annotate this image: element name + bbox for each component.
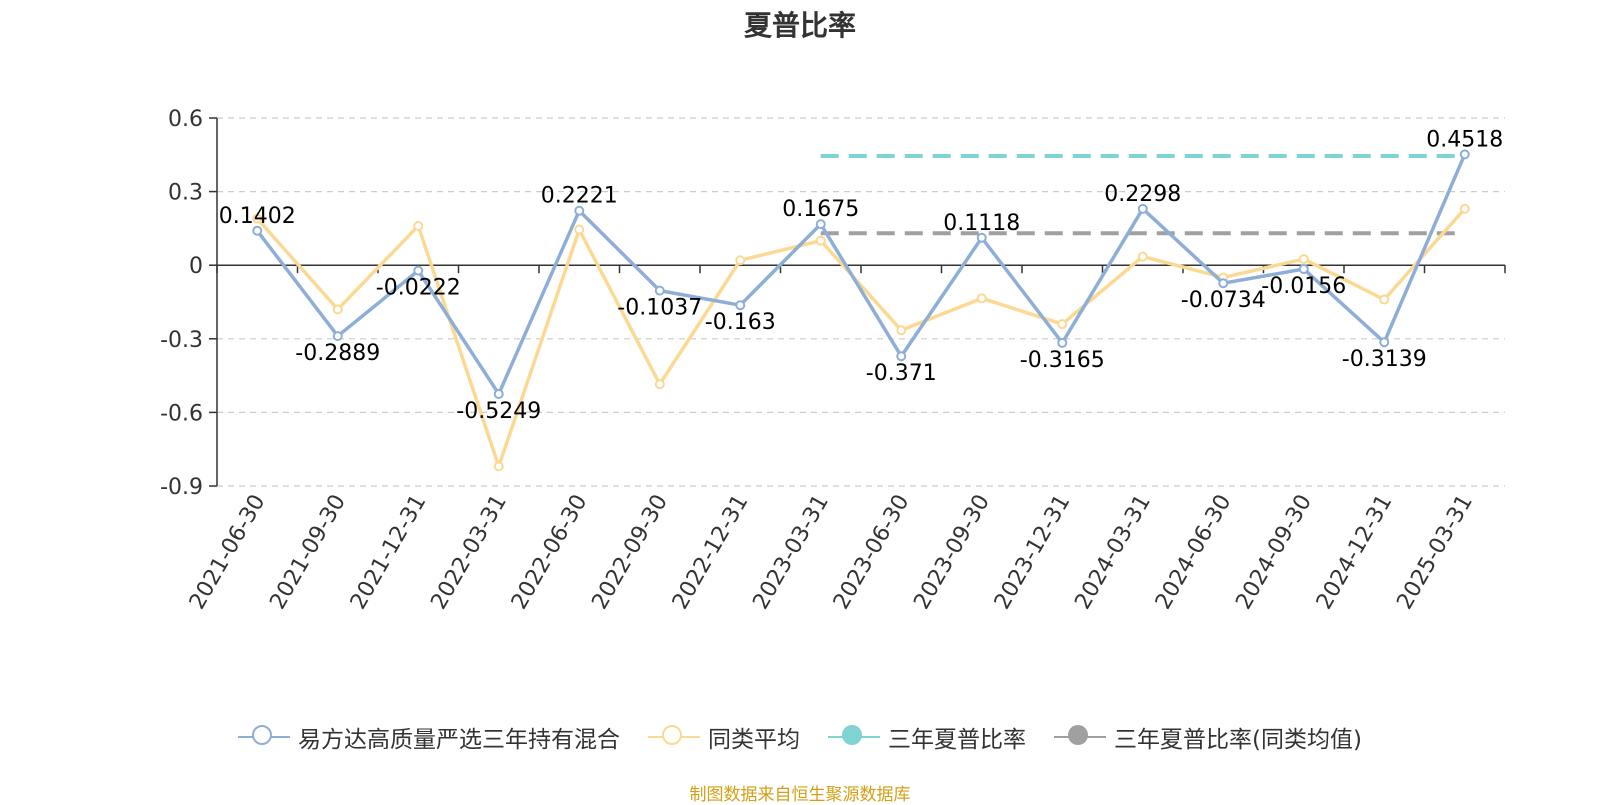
x-tick-label: 2022-12-31	[668, 491, 754, 614]
fund-point	[654, 285, 665, 296]
peer-average-point	[1379, 294, 1390, 305]
x-tick-label: 2021-12-31	[346, 491, 432, 614]
x-tick-label: 2022-06-30	[507, 491, 593, 614]
fund-data-label: 0.1675	[782, 197, 859, 222]
fund-data-label: -0.5249	[456, 399, 541, 424]
legend-item-three-year-sharpe-peer[interactable]: 三年夏普比率(同类均值)	[1054, 720, 1362, 754]
fund-point	[1298, 264, 1309, 275]
fund-data-label: -0.3165	[1020, 348, 1105, 373]
x-tick-label: 2023-06-30	[829, 491, 915, 614]
peer-average-point	[493, 461, 504, 472]
legend-item-fund[interactable]: 易方达高质量严选三年持有混合	[238, 720, 620, 754]
fund-data-label: -0.371	[866, 361, 937, 386]
fund-point	[413, 265, 424, 276]
fund-point	[252, 225, 263, 236]
peer-average-point	[574, 224, 585, 235]
fund-point	[815, 219, 826, 230]
legend-swatch-peer-average	[648, 722, 701, 752]
fund-point	[574, 205, 585, 216]
x-tick-label: 2021-09-30	[265, 491, 351, 614]
peer-average-point	[976, 293, 987, 304]
peer-average-line	[255, 207, 1467, 469]
fund-data-label: -0.0156	[1261, 274, 1346, 299]
fund-point	[896, 351, 907, 362]
peer-average-point	[1298, 254, 1309, 265]
x-tick-label: 2024-03-31	[1070, 491, 1156, 614]
legend-swatch-three-year-sharpe	[828, 722, 881, 752]
x-tick-label: 2021-06-30	[185, 491, 271, 614]
legend: 易方达高质量严选三年持有混合 同类平均 三年夏普比率 三年夏普比率(同类均值)	[0, 720, 1600, 754]
fund-point	[1137, 203, 1148, 214]
fund-data-label: 0.2221	[541, 184, 618, 209]
y-tick-label: -0.6	[160, 401, 203, 426]
x-tick-label: 2022-09-30	[587, 491, 673, 614]
chart-title: 夏普比率	[743, 9, 856, 42]
fund-data-label: -0.163	[705, 310, 776, 335]
y-tick-label: 0.6	[168, 107, 203, 132]
x-tick-label: 2023-09-30	[909, 491, 995, 614]
fund-data-label: -0.2889	[295, 341, 380, 366]
fund-data-label: 0.1402	[219, 204, 296, 229]
fund-point	[1218, 278, 1229, 289]
peer-average-point	[1459, 203, 1470, 214]
data-source-note: 制图数据来自恒生聚源数据库	[689, 785, 911, 805]
peer-average-point	[896, 325, 907, 336]
y-tick-label: -0.3	[160, 328, 203, 353]
fund-data-label: 0.4518	[1426, 127, 1503, 152]
fund-point	[735, 300, 746, 311]
fund-data-label: -0.1037	[617, 296, 702, 321]
x-tick-label: 2024-06-30	[1151, 491, 1237, 614]
fund-point	[1057, 337, 1068, 348]
peer-average-point	[252, 213, 263, 224]
legend-swatch-three-year-sharpe-peer	[1054, 722, 1107, 752]
legend-item-three-year-sharpe[interactable]: 三年夏普比率	[828, 720, 1026, 754]
legend-swatch-fund	[238, 722, 291, 752]
peer-average-point	[1137, 251, 1148, 262]
peer-average-point	[1057, 319, 1068, 330]
x-tick-label: 2025-03-31	[1392, 491, 1478, 614]
x-tick-label: 2023-12-31	[990, 491, 1076, 614]
peer-average-point	[654, 379, 665, 390]
legend-label-three-year-sharpe-peer: 三年夏普比率(同类均值)	[1114, 727, 1362, 753]
y-tick-label: 0	[189, 254, 203, 279]
fund-point	[332, 331, 343, 342]
fund-line	[255, 153, 1467, 396]
fund-data-label: -0.3139	[1342, 347, 1427, 372]
peer-average-point	[815, 235, 826, 246]
fund-point	[976, 232, 987, 243]
fund-point	[1459, 149, 1470, 160]
peer-average-point	[332, 304, 343, 315]
x-tick-label: 2023-03-31	[748, 491, 834, 614]
peer-average-point	[413, 220, 424, 231]
fund-point	[493, 388, 504, 399]
x-tick-label: 2022-03-31	[426, 491, 512, 614]
y-tick-label: -0.9	[160, 475, 203, 500]
legend-label-fund: 易方达高质量严选三年持有混合	[298, 727, 621, 753]
legend-label-three-year-sharpe: 三年夏普比率	[888, 727, 1027, 753]
y-tick-label: 0.3	[168, 181, 203, 206]
fund-data-label: -0.0734	[1181, 288, 1266, 313]
x-tick-label: 2024-12-31	[1312, 491, 1398, 614]
peer-average-point	[735, 255, 746, 266]
fund-data-label: 0.2298	[1104, 182, 1181, 207]
legend-label-peer-average: 同类平均	[708, 727, 801, 753]
fund-point	[1379, 337, 1390, 348]
x-tick-label: 2024-09-30	[1231, 491, 1317, 614]
fund-data-label: -0.0222	[376, 276, 461, 301]
fund-data-label: 0.1118	[943, 211, 1020, 236]
legend-item-peer-average[interactable]: 同类平均	[648, 720, 800, 754]
